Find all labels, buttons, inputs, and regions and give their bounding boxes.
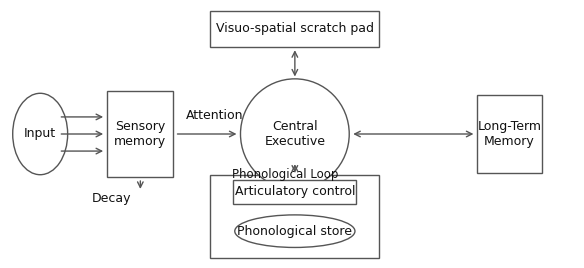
FancyBboxPatch shape <box>210 175 379 258</box>
FancyBboxPatch shape <box>107 91 173 177</box>
Text: Long-Term
Memory: Long-Term Memory <box>478 120 541 148</box>
Text: Attention: Attention <box>186 109 244 122</box>
Text: Phonological Loop: Phonological Loop <box>232 168 338 181</box>
Text: Input: Input <box>24 128 56 140</box>
Text: Visuo-spatial scratch pad: Visuo-spatial scratch pad <box>216 23 374 35</box>
Ellipse shape <box>13 93 68 175</box>
Text: Phonological store: Phonological store <box>237 225 352 238</box>
Ellipse shape <box>241 79 349 189</box>
Text: Articulatory control: Articulatory control <box>235 185 355 198</box>
FancyBboxPatch shape <box>477 95 543 173</box>
Text: Central
Executive: Central Executive <box>265 120 325 148</box>
FancyBboxPatch shape <box>210 11 379 47</box>
Text: Decay: Decay <box>92 192 131 205</box>
Ellipse shape <box>235 215 355 247</box>
FancyBboxPatch shape <box>234 180 356 204</box>
Text: Sensory
memory: Sensory memory <box>114 120 166 148</box>
